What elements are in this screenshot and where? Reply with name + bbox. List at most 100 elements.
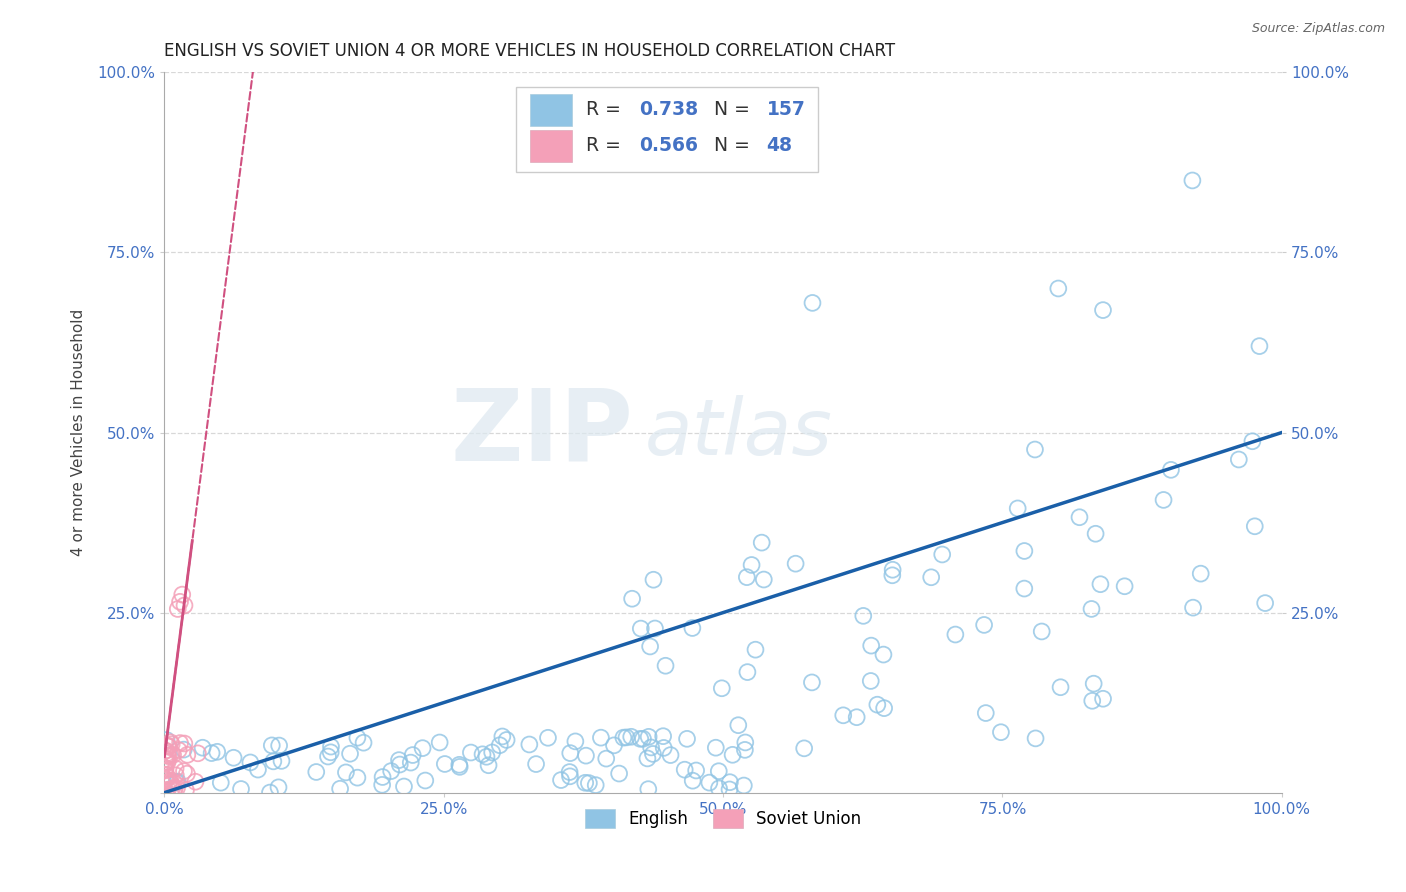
Point	[371, 778, 394, 792]
Point	[1182, 600, 1205, 615]
Point	[737, 665, 759, 679]
Point	[793, 741, 815, 756]
Point	[710, 681, 733, 696]
Point	[1254, 596, 1277, 610]
Point	[155, 772, 177, 787]
Point	[371, 770, 394, 784]
Point	[560, 746, 582, 760]
Point	[721, 747, 744, 762]
Point	[644, 622, 666, 636]
Point	[156, 755, 179, 769]
Point	[607, 766, 630, 780]
Point	[156, 770, 179, 784]
Point	[388, 757, 411, 772]
Point	[1090, 577, 1112, 591]
Point	[685, 764, 707, 778]
Point	[157, 739, 180, 753]
Point	[920, 570, 942, 584]
Point	[205, 745, 228, 759]
Point	[155, 743, 177, 757]
Point	[167, 743, 190, 757]
Point	[734, 743, 756, 757]
Point	[524, 757, 547, 772]
Point	[699, 775, 721, 789]
Point	[157, 774, 180, 789]
Point	[727, 718, 749, 732]
Text: ZIP: ZIP	[451, 384, 634, 481]
Point	[346, 731, 368, 745]
Point	[735, 570, 758, 584]
Point	[744, 642, 766, 657]
Point	[872, 648, 894, 662]
Point	[860, 639, 883, 653]
Point	[156, 739, 179, 754]
Point	[262, 755, 284, 769]
Point	[558, 765, 581, 780]
Point	[209, 775, 232, 789]
Point	[603, 739, 626, 753]
Point	[475, 749, 498, 764]
Point	[682, 773, 704, 788]
FancyBboxPatch shape	[530, 94, 572, 126]
Point	[173, 737, 195, 751]
Point	[460, 746, 482, 760]
Point	[155, 761, 177, 775]
Point	[169, 595, 191, 609]
Text: 157: 157	[766, 101, 806, 120]
Point	[429, 735, 451, 749]
Point	[1049, 680, 1071, 694]
Point	[160, 781, 183, 796]
Point	[589, 731, 612, 745]
Point	[495, 733, 517, 747]
Point	[172, 588, 194, 602]
Point	[488, 738, 510, 752]
Point	[852, 608, 875, 623]
Legend: English, Soviet Union: English, Soviet Union	[578, 803, 868, 835]
Point	[628, 731, 651, 746]
Point	[1091, 303, 1114, 318]
Point	[973, 618, 995, 632]
Point	[643, 573, 665, 587]
Text: N =: N =	[714, 136, 756, 155]
Text: R =: R =	[586, 101, 627, 120]
Point	[166, 775, 188, 789]
Point	[800, 675, 823, 690]
Point	[1084, 526, 1107, 541]
Point	[733, 779, 755, 793]
Point	[392, 780, 415, 794]
Point	[654, 658, 676, 673]
Point	[155, 755, 177, 769]
Point	[638, 640, 661, 654]
Point	[1241, 434, 1264, 449]
Text: 0.738: 0.738	[640, 101, 699, 120]
Point	[751, 535, 773, 549]
Point	[260, 739, 283, 753]
Point	[882, 563, 904, 577]
Point	[165, 762, 187, 776]
Point	[681, 621, 703, 635]
Point	[564, 734, 586, 748]
Point	[558, 769, 581, 783]
Point	[155, 752, 177, 766]
Point	[155, 744, 177, 758]
Point	[636, 751, 658, 765]
Y-axis label: 4 or more Vehicles in Household: 4 or more Vehicles in Household	[72, 309, 86, 557]
Point	[156, 739, 179, 754]
Point	[652, 740, 675, 755]
Point	[575, 748, 598, 763]
Point	[630, 622, 652, 636]
Point	[173, 742, 195, 756]
Point	[449, 760, 471, 774]
Point	[229, 782, 252, 797]
Point	[155, 764, 177, 778]
Point	[335, 765, 357, 780]
Point	[191, 740, 214, 755]
Point	[449, 757, 471, 772]
Point	[612, 731, 634, 745]
Text: 0.566: 0.566	[640, 136, 699, 155]
Point	[832, 708, 855, 723]
Point	[316, 749, 339, 764]
Point	[673, 763, 696, 777]
Point	[155, 767, 177, 781]
Point	[402, 747, 425, 762]
